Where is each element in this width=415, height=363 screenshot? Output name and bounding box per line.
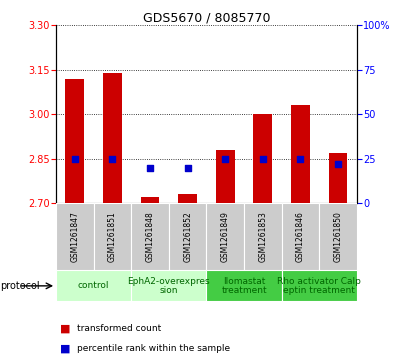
Bar: [291, 105, 310, 203]
Text: GSM1261848: GSM1261848: [146, 212, 154, 262]
Bar: [282, 270, 357, 301]
Bar: [319, 203, 357, 270]
Text: GSM1261849: GSM1261849: [221, 211, 230, 262]
Bar: [94, 203, 131, 270]
Text: transformed count: transformed count: [77, 324, 161, 333]
Text: GSM1261847: GSM1261847: [70, 211, 79, 262]
Point: [297, 156, 304, 162]
Text: GSM1261846: GSM1261846: [296, 211, 305, 262]
Point: [335, 161, 342, 167]
Point: [259, 156, 266, 162]
Bar: [178, 195, 197, 203]
Text: ■: ■: [60, 323, 71, 334]
Text: control: control: [78, 281, 110, 290]
Text: percentile rank within the sample: percentile rank within the sample: [77, 344, 230, 353]
Point: [71, 156, 78, 162]
Text: GSM1261851: GSM1261851: [108, 212, 117, 262]
Text: GSM1261850: GSM1261850: [334, 211, 343, 262]
Point: [222, 156, 229, 162]
Text: Rho activator Calp
eptin treatment: Rho activator Calp eptin treatment: [277, 277, 361, 295]
Point: [109, 156, 116, 162]
Bar: [254, 114, 272, 203]
Text: ■: ■: [60, 343, 71, 354]
Bar: [131, 270, 206, 301]
Bar: [56, 203, 94, 270]
Text: EphA2-overexpres
sion: EphA2-overexpres sion: [127, 277, 210, 295]
Bar: [329, 153, 347, 203]
Bar: [216, 150, 234, 203]
Bar: [169, 203, 206, 270]
Bar: [131, 203, 169, 270]
Bar: [282, 203, 319, 270]
Text: GSM1261853: GSM1261853: [259, 211, 267, 262]
Bar: [206, 203, 244, 270]
Bar: [56, 270, 131, 301]
Point: [184, 165, 191, 171]
Point: [147, 165, 154, 171]
Bar: [206, 270, 282, 301]
Text: protocol: protocol: [0, 281, 39, 291]
Title: GDS5670 / 8085770: GDS5670 / 8085770: [143, 11, 270, 24]
Bar: [66, 79, 84, 203]
Text: Ilomastat
treatment: Ilomastat treatment: [221, 277, 267, 295]
Text: GSM1261852: GSM1261852: [183, 212, 192, 262]
Bar: [244, 203, 282, 270]
Bar: [141, 197, 159, 203]
Bar: [103, 73, 122, 203]
